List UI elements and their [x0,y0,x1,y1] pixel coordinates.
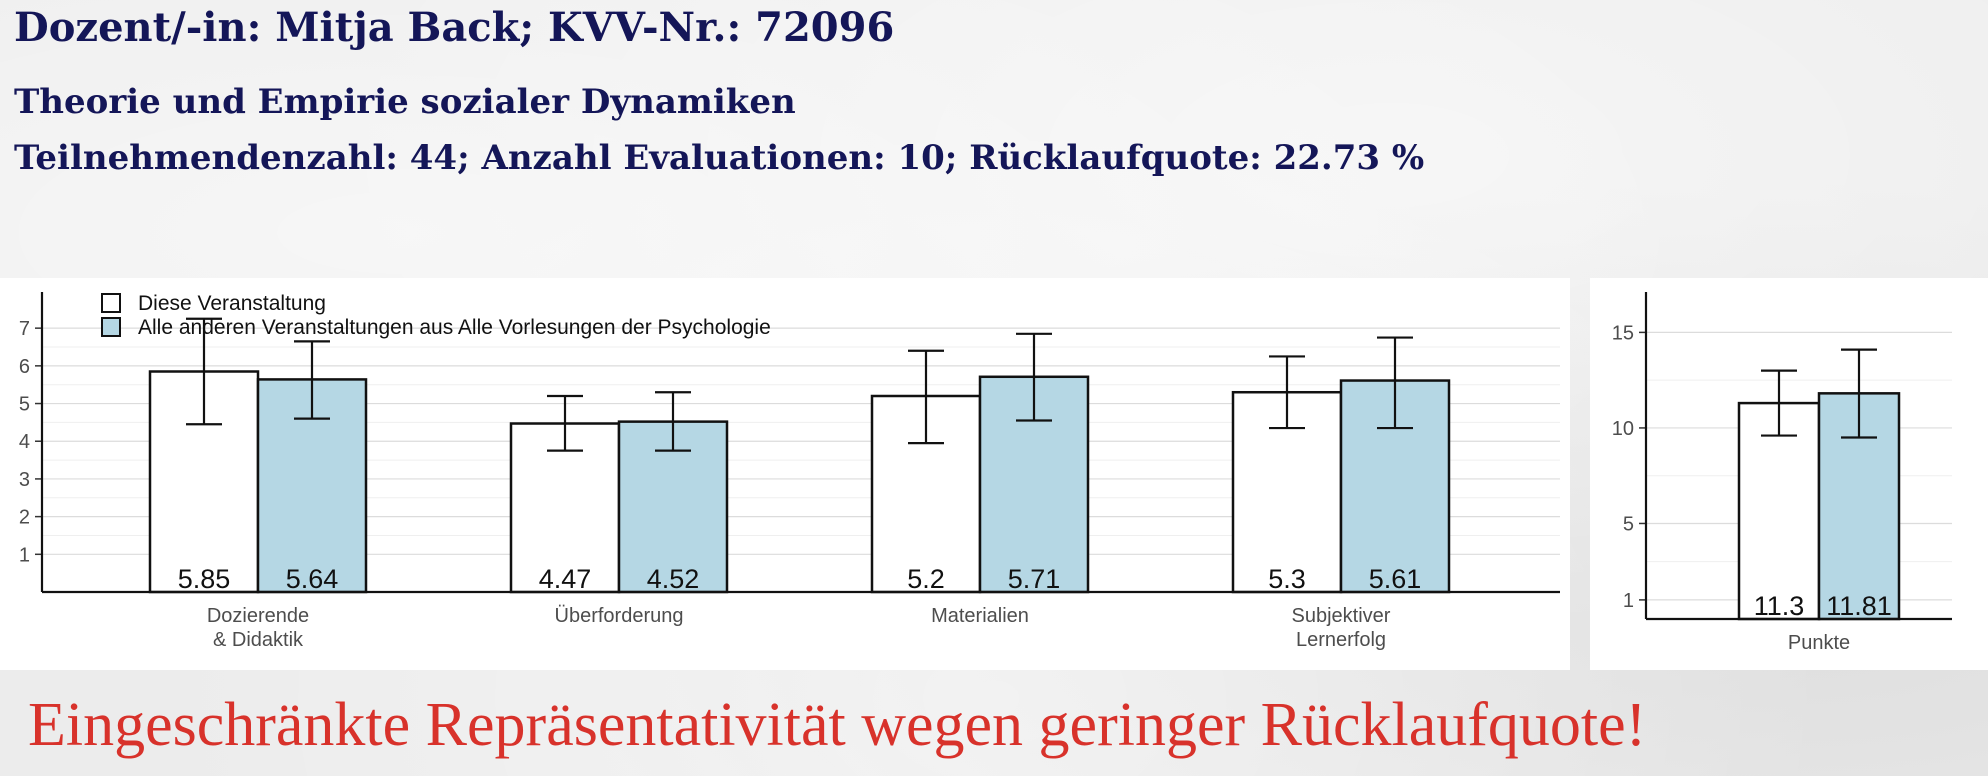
legend-label: Alle anderen Veranstaltungen aus Alle Vo… [138,316,771,339]
x-tick-label: Dozierende [207,605,309,627]
y-tick-label: 4 [19,431,30,453]
legend-label: Diese Veranstaltung [138,292,326,315]
main-bar-chart: 1 2 3 4 5 6 7 5.85 5.64 Dozierende& Didaktik 4.47 4… [19,292,1560,651]
main-chart-panel: 1 2 3 4 5 6 7 5.85 5.64 Dozierende & Didaktik 4.47 4… [0,278,1570,670]
participation-stats: Teilnehmendenzahl: 44; Anzahl Evaluation… [14,138,1425,178]
y-tick-label: 1 [1623,590,1634,612]
y-tick-label: 5 [1623,513,1634,535]
y-tick-label: 1 [19,544,30,566]
bar-value-label: 4.47 [539,564,592,594]
x-tick-label: Subjektiver [1292,605,1391,627]
x-tick-label: Punkte [1788,632,1850,654]
y-tick-label: 5 [19,394,30,416]
bar-value-label: 11.81 [1826,591,1892,621]
bar-value-label: 5.85 [178,564,231,594]
y-tick-label: 3 [19,469,30,491]
y-tick-label: 10 [1612,418,1634,440]
x-tick-label: Überforderung [555,605,684,627]
bar [1737,401,1821,621]
bar [978,375,1090,594]
bar-value-label: 4.52 [647,564,700,594]
bar-value-label: 5.64 [286,564,339,594]
representativeness-warning: Eingeschränkte Repräsentativität wegen g… [28,691,1647,759]
bar-value-label: 5.71 [1008,564,1061,594]
bar-value-label: 11.3 [1754,591,1805,621]
y-tick-label: 2 [19,507,30,529]
bar-value-label: 5.61 [1369,564,1422,594]
bar-value-label: 5.3 [1268,564,1306,594]
x-tick-label: Lernerfolg [1296,629,1386,651]
page-title: Dozent/-in: Mitja Back; KVV-Nr.: 72096 [14,4,895,51]
y-tick-label: 7 [19,318,30,340]
legend-swatch [101,317,121,337]
y-tick-label: 15 [1612,322,1634,344]
course-title: Theorie und Empirie sozialer Dynamiken [14,82,796,122]
x-tick-label: & Didaktik [213,629,304,651]
x-tick-label: Materialien [931,605,1029,627]
points-chart-panel: 1 5 10 15 11.3 11.81 Punkte [1590,278,1988,670]
y-tick-label: 6 [19,356,30,378]
legend-swatch [101,293,121,313]
bar-value-label: 5.2 [907,564,945,594]
